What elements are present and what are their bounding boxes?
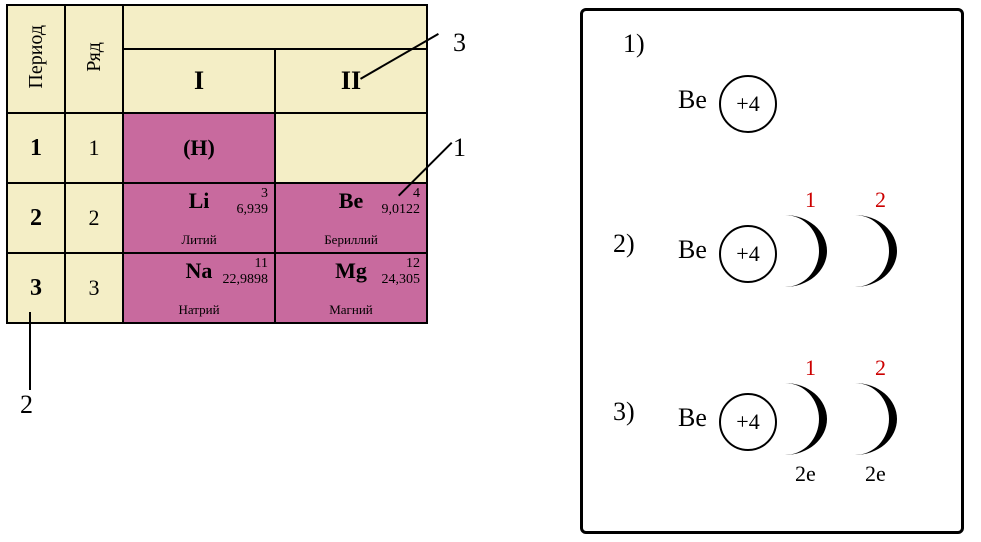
atom-diagram-3: 3) Be +4 1 2e 2 2e: [583, 357, 961, 517]
cell-empty: [275, 113, 427, 183]
atom-2-shell2-num: 2: [875, 187, 886, 213]
atom-2-nucleus: +4: [719, 225, 777, 283]
atom-3-shell1-e: 2e: [795, 461, 816, 487]
atom-3-shell1: [785, 383, 827, 455]
atom-2-shell1-num: 1: [805, 187, 816, 213]
callout-3: 3: [453, 28, 466, 58]
atom-2-shell1: [785, 215, 827, 287]
atom-2-symbol: Be: [678, 235, 707, 265]
atom-3-symbol: Be: [678, 403, 707, 433]
cell-be: Be 4 9,0122 Бериллий: [275, 183, 427, 253]
period-2: 2: [7, 183, 65, 253]
atom-2-shell2: [855, 215, 897, 287]
header-row: Ряд: [65, 5, 123, 113]
header-period: Период: [7, 5, 65, 113]
cell-mg: Mg 12 24,305 Магний: [275, 253, 427, 323]
series-3: 3: [65, 253, 123, 323]
callout-2: 2: [20, 390, 33, 420]
atom-diagram-panel: 1) Be +4 2) Be +4 1 2 3) Be +4 1 2e 2 2e: [580, 8, 964, 534]
group-1-header: I: [123, 49, 275, 113]
series-2: 2: [65, 183, 123, 253]
group-2-header: II: [275, 49, 427, 113]
atom-diagram-1: 1) Be +4: [583, 29, 961, 149]
atom-3-shell2-num: 2: [875, 355, 886, 381]
atom-3-shell1-num: 1: [805, 355, 816, 381]
periodic-table-fragment: Период Ряд I II 1 1 (H) 2 2 Li 3 6,939 Л…: [6, 4, 428, 324]
atom-2-index: 2): [613, 229, 635, 259]
period-3: 3: [7, 253, 65, 323]
atom-diagram-2: 2) Be +4 1 2: [583, 189, 961, 329]
atom-3-index: 3): [613, 397, 635, 427]
cell-na: Na 11 22,9898 Натрий: [123, 253, 275, 323]
atom-3-shell2-e: 2e: [865, 461, 886, 487]
atom-1-nucleus: +4: [719, 75, 777, 133]
atom-1-symbol: Be: [678, 85, 707, 115]
callout-1: 1: [453, 133, 466, 163]
header-blank: [123, 5, 427, 49]
cell-li: Li 3 6,939 Литий: [123, 183, 275, 253]
callout-2-line: [29, 312, 31, 390]
atom-3-shell2: [855, 383, 897, 455]
series-1: 1: [65, 113, 123, 183]
atom-3-nucleus: +4: [719, 393, 777, 451]
period-1: 1: [7, 113, 65, 183]
cell-hydrogen: (H): [123, 113, 275, 183]
atom-1-index: 1): [623, 29, 645, 59]
